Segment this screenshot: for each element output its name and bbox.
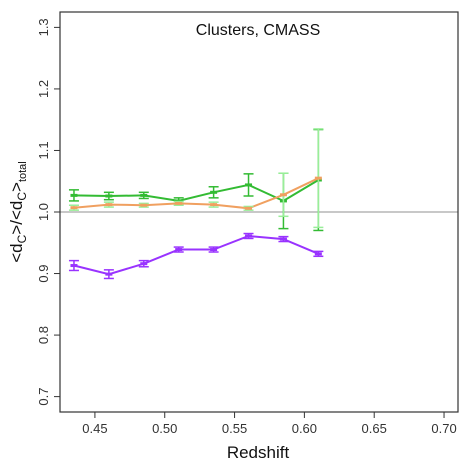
y-axis-label-part: <d: [7, 243, 26, 262]
x-tick-label: 0.70: [431, 421, 456, 436]
chart-title: Clusters, CMASS: [196, 22, 320, 39]
x-tick-label: 0.55: [222, 421, 247, 436]
series-3: [68, 232, 324, 280]
x-tick-label: 0.50: [152, 421, 177, 436]
y-axis-label-part: C: [15, 192, 29, 201]
series-2: [68, 128, 324, 229]
x-tick-label: 0.65: [362, 421, 387, 436]
y-tick-label: 1.3: [36, 18, 51, 36]
y-axis-label-part: >: [7, 182, 26, 192]
x-tick-label: 0.45: [82, 421, 107, 436]
x-tick-label: 0.60: [292, 421, 317, 436]
series-line: [73, 179, 319, 203]
x-axis-label: Redshift: [227, 443, 290, 462]
y-axis-label: <dC>/<dC>total: [7, 161, 29, 263]
y-tick-label: 0.9: [36, 264, 51, 282]
y-tick-label: 0.7: [36, 388, 51, 406]
series-line: [73, 234, 319, 276]
series-line: [73, 177, 319, 210]
y-tick-label: 0.8: [36, 326, 51, 344]
y-tick-label: 1.1: [36, 141, 51, 159]
y-axis-label-part: >/<d: [7, 201, 26, 235]
y-tick-label: 1.2: [36, 80, 51, 98]
y-axis-label-part: C: [15, 234, 29, 243]
y-axis-label-part: total: [17, 161, 29, 182]
y-tick-label: 1.0: [36, 203, 51, 221]
